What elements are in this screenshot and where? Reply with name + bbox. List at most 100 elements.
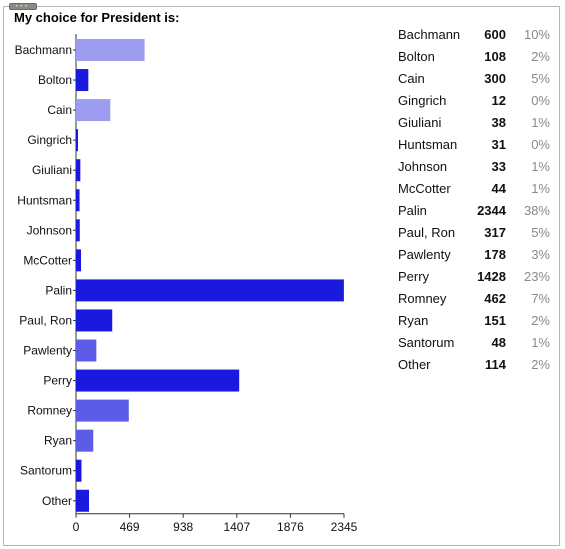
candidate-name: Palin [398,203,427,218]
vote-percent: 2% [531,49,550,64]
vote-percent: 1% [531,115,550,130]
vote-percent: 7% [531,291,550,306]
candidate-name: Johnson [398,159,448,174]
bar-mccotter [76,249,82,272]
category-label: Bolton [38,73,72,87]
vote-percent: 0% [531,93,550,108]
candidate-name: Perry [398,269,430,284]
result-row: Perry 1428 23% [398,266,553,288]
vote-percent: 38% [523,203,550,218]
drag-handle[interactable]: ••• [9,3,37,10]
x-tick-label: 0 [73,520,80,534]
candidate-name: Paul, Ron [398,225,456,240]
poll-widget-frame [3,6,560,546]
vote-count: 108 [484,49,506,64]
bar-romney [76,399,129,422]
vote-percent: 5% [531,225,550,240]
candidate-name: Bachmann [398,27,461,42]
vote-count: 31 [491,137,506,152]
category-label: Bachmann [15,43,72,57]
x-tick-label: 1407 [223,520,250,534]
category-label: Santorum [20,464,72,478]
category-label: Cain [47,103,72,117]
vote-count: 600 [484,27,506,42]
candidate-name: Huntsman [398,137,458,152]
bar-bachmann [76,39,145,61]
result-row: Ryan 151 2% [398,310,553,332]
result-row: Johnson 33 1% [398,156,553,178]
bar-bolton [76,69,89,92]
bar-santorum [76,459,82,482]
vote-count: 462 [484,291,506,306]
vote-percent: 1% [531,159,550,174]
vote-percent: 2% [531,357,550,372]
vote-percent: 1% [531,335,550,350]
vote-percent: 2% [531,313,550,328]
result-row: Paul, Ron 317 5% [398,222,553,244]
vote-percent: 10% [523,27,550,42]
vote-count: 12 [491,93,506,108]
result-row: Santorum 48 1% [398,332,553,354]
vote-percent: 1% [531,181,550,196]
result-row: Palin 2344 38% [398,200,553,222]
candidate-name: Santorum [398,335,455,350]
result-row: Bachmann 600 10% [398,24,553,46]
bar-paul-ron [76,309,113,332]
category-label: Pawlenty [23,344,72,358]
vote-count: 48 [491,335,506,350]
x-tick-label: 469 [120,520,140,534]
candidate-name: Ryan [398,313,429,328]
bar-giuliani [76,159,81,182]
vote-percent: 5% [531,71,550,86]
result-row: Romney 462 7% [398,288,553,310]
x-tick-label: 2345 [331,520,358,534]
candidate-name: McCotter [398,181,451,196]
bar-palin [76,279,344,302]
candidate-name: Cain [398,71,425,86]
category-label: Huntsman [17,193,72,207]
category-label: McCotter [23,253,72,267]
candidate-name: Pawlenty [398,247,451,262]
vote-percent: 0% [531,137,550,152]
vote-count: 1428 [477,269,506,284]
bar-gingrich [76,129,78,152]
bar-perry [76,369,240,392]
category-label: Giuliani [32,163,72,177]
bar-huntsman [76,189,80,212]
vote-count: 178 [484,247,506,262]
bar-other [76,489,90,512]
vote-count: 151 [484,313,506,328]
poll-title: My choice for President is: [14,10,180,25]
category-label: Perry [43,374,72,388]
category-label: Palin [45,283,72,297]
category-label: Gingrich [27,133,72,147]
result-row: Huntsman 31 0% [398,134,553,156]
vote-count: 38 [491,115,506,130]
vote-count: 317 [484,225,506,240]
candidate-name: Bolton [398,49,435,64]
bar-pawlenty [76,339,97,362]
candidate-name: Other [398,357,431,372]
result-row: McCotter 44 1% [398,178,553,200]
bar-johnson [76,219,80,242]
category-label: Other [42,494,72,508]
category-label: Ryan [44,434,72,448]
result-row: Gingrich 12 0% [398,90,553,112]
vote-percent: 3% [531,247,550,262]
candidate-name: Giuliani [398,115,442,130]
vote-count: 44 [491,181,506,196]
result-row: Bolton 108 2% [398,46,553,68]
vote-count: 114 [485,357,506,372]
vote-count: 300 [484,71,506,86]
results-table: Bachmann 600 10% Bolton 108 2% Cain 300 5% Gingri… [398,24,553,376]
result-row: Other 114 2% [398,354,553,376]
result-row: Pawlenty 178 3% [398,244,553,266]
bar-cain [76,99,111,122]
category-label: Romney [27,404,72,418]
grip-dots-icon: ••• [15,3,29,10]
vote-count: 33 [491,159,506,174]
bar-ryan [76,429,94,452]
x-tick-label: 938 [173,520,193,534]
vote-percent: 23% [523,269,550,284]
